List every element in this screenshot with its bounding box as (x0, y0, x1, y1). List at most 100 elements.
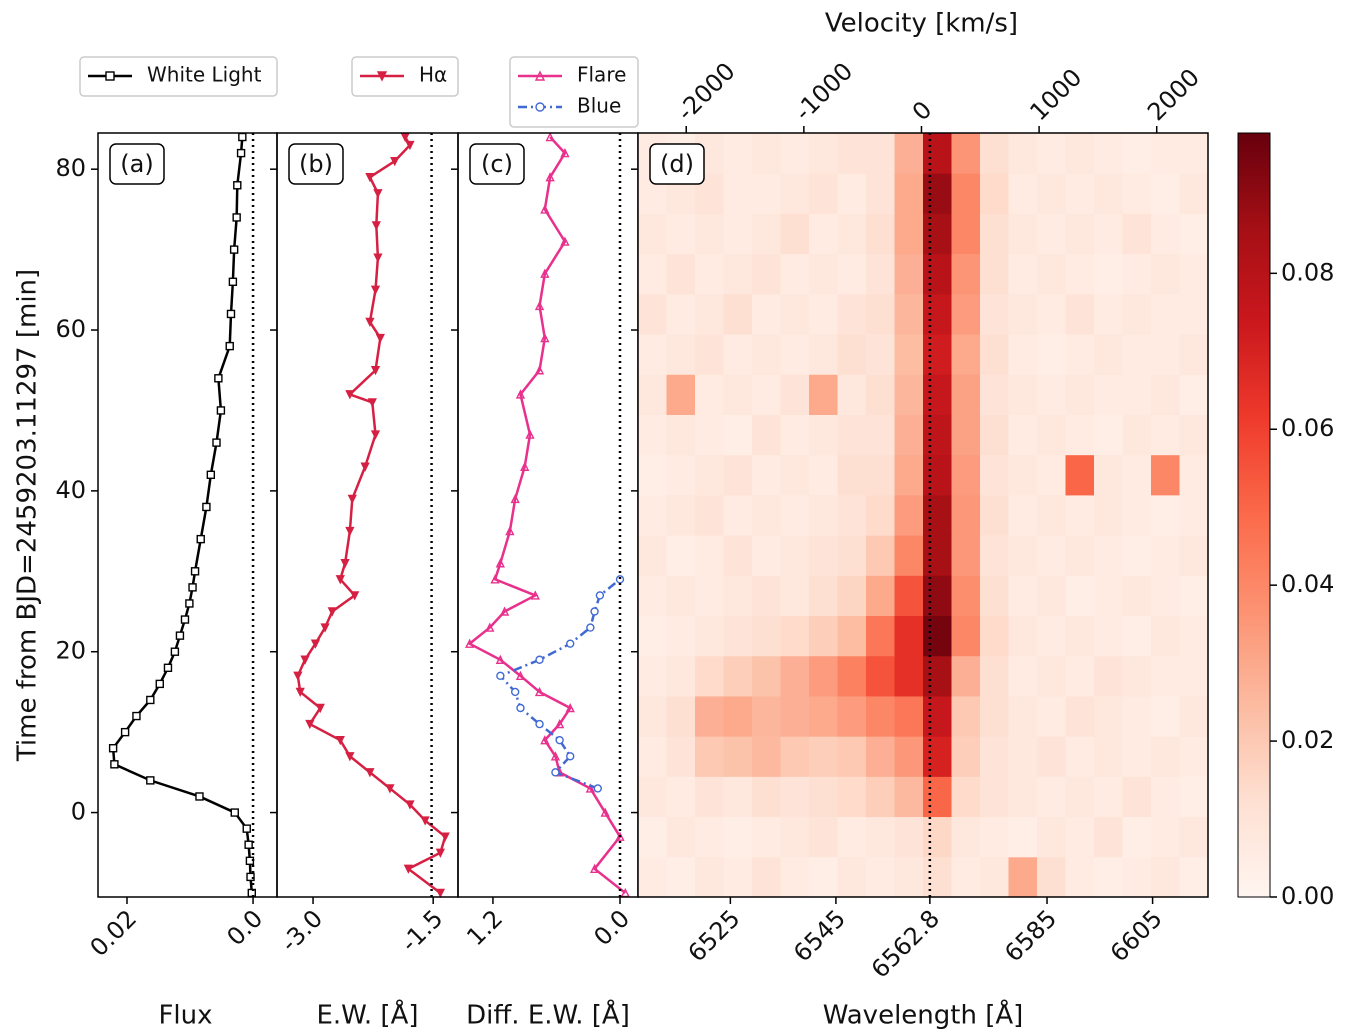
heatmap-cell (1151, 133, 1180, 174)
heatmap-cell (1122, 213, 1152, 255)
heatmap-cell (695, 776, 724, 818)
panel-label-box (109, 143, 165, 185)
heatmap-cell (1065, 535, 1095, 576)
marker (370, 366, 381, 376)
heatmap-cell (638, 414, 667, 456)
heatmap-cell (638, 615, 667, 657)
heatmap-cell (1037, 615, 1066, 657)
heatmap-cell (809, 856, 838, 898)
marker (525, 429, 535, 439)
heatmap-cell (1151, 253, 1180, 295)
heatmap-cell (723, 133, 753, 174)
marker (593, 784, 602, 793)
heatmap-cell (752, 816, 781, 858)
marker (232, 213, 241, 222)
heatmap-cell (1037, 414, 1066, 456)
marker (345, 390, 355, 400)
heatmap-cell (752, 173, 781, 214)
heatmap-cell (638, 856, 667, 898)
marker (244, 840, 253, 849)
heatmap-cell (638, 695, 667, 737)
legend-label: Flare (577, 63, 626, 87)
heatmap-cell (1122, 695, 1152, 737)
heatmap-cell (923, 535, 952, 576)
heatmap-cell (837, 454, 867, 496)
marker (188, 583, 197, 592)
heatmap-cell (695, 736, 724, 777)
heatmap-cell (866, 253, 895, 295)
marker (516, 703, 525, 713)
heatmap-cell (809, 414, 838, 456)
heatmap-cell (923, 575, 952, 617)
heatmap-cell (666, 776, 696, 818)
heatmap-cell (1094, 736, 1123, 777)
heatmap-cell (923, 133, 952, 174)
heatmap-cell (1122, 816, 1152, 858)
heatmap-cell (1151, 173, 1180, 214)
marker (495, 654, 505, 664)
heatmap-cell (866, 736, 895, 777)
colorbar-tick-label: 0.06 (1281, 414, 1334, 442)
heatmap-cell (752, 856, 781, 898)
marker (373, 189, 383, 199)
heatmap-cell (1122, 776, 1152, 818)
heatmap-cell (980, 133, 1009, 174)
heatmap-cell (1122, 655, 1152, 697)
heatmap-cell (638, 535, 667, 576)
marker (485, 622, 495, 632)
legend-box (351, 56, 459, 97)
heatmap-cell (780, 575, 810, 617)
heatmap-cell (923, 334, 952, 375)
heatmap-cell (1151, 454, 1180, 496)
marker (108, 744, 118, 753)
heatmap-cell (837, 535, 867, 576)
marker (615, 831, 625, 841)
marker (370, 285, 381, 295)
heatmap-cell (1094, 334, 1123, 375)
marker (551, 768, 560, 777)
heatmap-cell (980, 535, 1009, 576)
heatmap-cell (837, 575, 867, 617)
marker (440, 832, 450, 842)
heatmap-cell (1037, 575, 1066, 617)
heatmap-cell (780, 776, 810, 818)
marker (566, 639, 575, 648)
heatmap-cell (1094, 414, 1123, 456)
heatmap-cell (894, 334, 924, 375)
marker (515, 389, 526, 399)
marker (534, 686, 545, 697)
heatmap-cell (752, 494, 781, 536)
heatmap-cell (1179, 133, 1209, 174)
axes-frame (97, 132, 278, 898)
heatmap-cell (866, 454, 895, 496)
heatmap-cell (980, 615, 1009, 657)
heatmap-cell (723, 776, 753, 818)
heatmap-cell (809, 776, 838, 818)
x-tick-label: 0.02 (85, 904, 143, 962)
marker (375, 333, 385, 344)
heatmap-cell (723, 655, 753, 697)
heatmap-cell (923, 253, 952, 295)
heatmap-cell (1151, 374, 1180, 415)
marker (540, 204, 550, 214)
marker (190, 567, 200, 576)
heatmap-cell (809, 293, 838, 335)
marker (545, 131, 555, 142)
heatmap-cell (1094, 494, 1123, 536)
heatmap-cell (638, 454, 667, 496)
heatmap-cell (1037, 253, 1066, 295)
heatmap-cell (695, 575, 724, 617)
marker (515, 670, 526, 681)
heatmap-cell (752, 293, 781, 335)
legend-label: Hα (419, 63, 447, 87)
marker (530, 590, 540, 600)
x-tick-label: 6605 (1105, 904, 1168, 967)
heatmap-cell (695, 856, 724, 898)
marker (371, 221, 381, 231)
heatmap-cell (1094, 535, 1123, 576)
marker (212, 438, 221, 447)
heatmap-cell (1065, 776, 1095, 818)
heatmap-cell (666, 213, 696, 255)
heatmap-cell (809, 173, 838, 214)
